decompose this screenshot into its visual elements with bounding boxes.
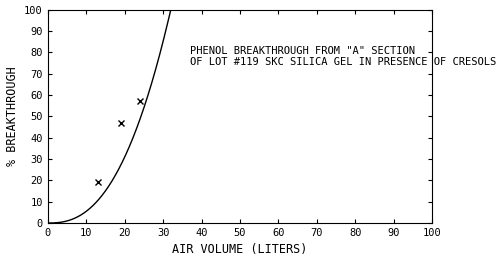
Text: PHENOL BREAKTHROUGH FROM "A" SECTION
OF LOT #119 SKC SILICA GEL IN PRESENCE OF C: PHENOL BREAKTHROUGH FROM "A" SECTION OF …: [190, 46, 496, 67]
Y-axis label: % BREAKTHROUGH: % BREAKTHROUGH: [6, 66, 18, 166]
X-axis label: AIR VOLUME (LITERS): AIR VOLUME (LITERS): [172, 243, 308, 256]
